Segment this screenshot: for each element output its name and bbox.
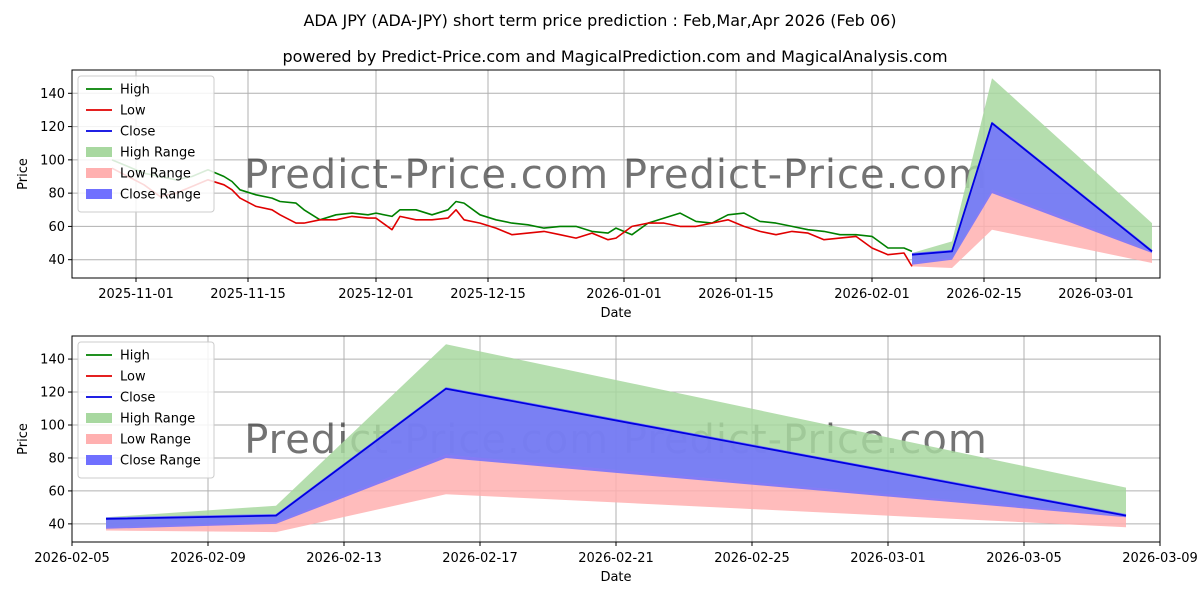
legend-label: Low Range: [120, 433, 191, 448]
legend-label: High Range: [120, 146, 195, 161]
x-tick-label: 2026-02-17: [442, 551, 518, 566]
x-tick-label: 2026-02-09: [170, 551, 246, 566]
x-tick-label: 2026-01-15: [698, 287, 774, 302]
legend-label: Low Range: [120, 167, 191, 182]
legend-swatch: [86, 168, 112, 178]
x-tick-label: 2025-12-01: [338, 287, 414, 302]
x-tick-label: 2026-02-05: [34, 551, 110, 566]
x-tick-label: 2026-02-25: [714, 551, 790, 566]
watermark: Predict-Price.com Predict-Price.com: [244, 152, 988, 198]
legend-swatch: [86, 413, 112, 423]
y-tick-label: 60: [48, 484, 65, 499]
chart-panel-2: Predict-Price.com Predict-Price.com40608…: [16, 335, 1198, 585]
x-axis-label: Date: [600, 306, 631, 321]
low-series-line: [111, 167, 913, 267]
legend: High Low Close High Range Low Range Close Ran…: [77, 75, 215, 213]
x-tick-label: 2026-03-01: [1058, 287, 1134, 302]
y-tick-label: 100: [40, 418, 65, 433]
legend-label: Close: [120, 391, 155, 406]
high-series-line: [111, 159, 913, 253]
y-axis-label: Price: [16, 423, 31, 455]
close-prediction-line: [105, 387, 1127, 520]
low-range-band: [912, 189, 1152, 268]
plot-area: [111, 78, 1153, 268]
y-tick-label: 80: [48, 187, 65, 202]
x-tick-label: 2026-02-13: [306, 551, 382, 566]
x-tick-label: 2025-11-15: [210, 287, 286, 302]
chart-subtitle: powered by Predict-Price.com and Magical…: [282, 47, 947, 66]
y-tick-label: 80: [48, 451, 65, 466]
x-tick-label: 2026-03-01: [850, 551, 926, 566]
legend: High Low Close High Range Low Range Close Ran…: [77, 341, 215, 479]
y-tick-label: 140: [40, 87, 65, 102]
legend-label: High: [120, 349, 150, 364]
legend-label: Close: [120, 125, 155, 140]
close-range-band: [912, 121, 1152, 265]
y-tick-label: 40: [48, 253, 65, 268]
y-tick-label: 40: [48, 517, 65, 532]
y-tick-label: 120: [40, 386, 65, 401]
y-axis-label: Price: [16, 158, 31, 190]
y-tick-label: 100: [40, 153, 65, 168]
x-tick-label: 2026-02-21: [578, 551, 654, 566]
y-tick-label: 60: [48, 220, 65, 235]
plot-area: [105, 344, 1127, 533]
chart-title: ADA JPY (ADA-JPY) short term price predi…: [303, 11, 896, 30]
close-range-band: [106, 387, 1126, 529]
legend-swatch: [86, 455, 112, 465]
x-axis-label: Date: [600, 570, 631, 585]
chart-panel-1: Predict-Price.com Predict-Price.com 40 60 8…: [16, 69, 1161, 321]
x-tick-label: 2025-11-01: [98, 287, 174, 302]
chart-panels: Predict-Price.com Predict-Price.com 40 60 8…: [16, 69, 1198, 585]
legend-label: Close Range: [120, 188, 201, 203]
legend-swatch: [86, 434, 112, 444]
y-tick-label: 140: [40, 353, 65, 368]
x-tick-label: 2026-03-09: [1122, 551, 1198, 566]
legend-swatch: [86, 189, 112, 199]
y-tick-label: 120: [40, 120, 65, 135]
legend-label: High: [120, 83, 150, 98]
x-tick-label: 2026-01-01: [586, 287, 662, 302]
x-tick-label: 2026-02-15: [946, 287, 1022, 302]
x-tick-label: 2025-12-15: [450, 287, 526, 302]
legend-swatch: [86, 147, 112, 157]
legend-label: Close Range: [120, 454, 201, 469]
legend-label: Low: [120, 104, 146, 119]
plot-frame: [71, 69, 1161, 279]
x-tick-label: 2026-02-01: [834, 287, 910, 302]
legend-label: High Range: [120, 412, 195, 427]
close-prediction-line: [911, 122, 1153, 256]
low-range-band: [106, 454, 1126, 533]
x-tick-label: 2026-03-05: [986, 551, 1062, 566]
legend-label: Low: [120, 370, 146, 385]
